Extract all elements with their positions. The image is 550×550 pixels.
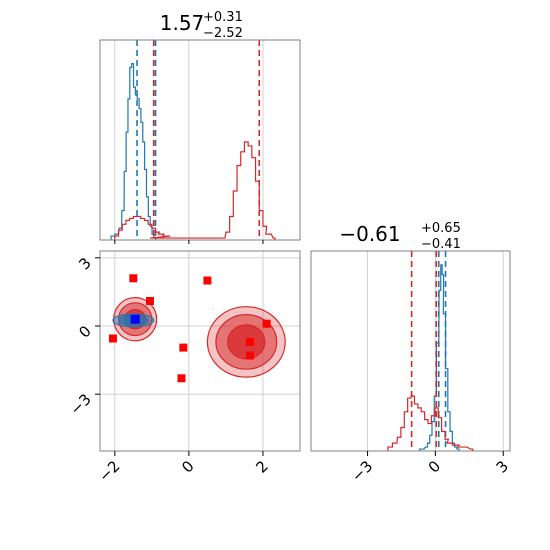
highlight-point	[130, 314, 140, 324]
scatter-point-7	[246, 351, 254, 360]
histogram-x-series-0	[110, 63, 157, 240]
histogram-x-series-1	[114, 141, 276, 240]
scatter-point-2	[146, 297, 154, 305]
scatter-point-5	[179, 343, 188, 352]
param1-title: 1.57	[160, 11, 205, 35]
tick-label-y-1: 0	[75, 322, 94, 341]
plot-layer: −2 0 2 −3 −3 0 0 3 3	[66, 39, 512, 485]
tick-label-x2-1: 0	[425, 457, 444, 476]
scatter-point-8	[177, 374, 186, 383]
scatter-point-0	[129, 274, 138, 283]
scatter-point-1	[203, 276, 212, 285]
tick-label-x2-2: 3	[493, 457, 512, 476]
scatter-point-3	[262, 319, 271, 328]
panel-frame-joint	[99, 250, 301, 452]
tick-label-y-0: −3	[66, 390, 94, 418]
tick-label-x-0: −2	[95, 457, 123, 485]
param2-title-value: −0.61	[339, 222, 400, 246]
tick-label-y-2: 3	[75, 254, 94, 273]
scatter-point-4	[108, 334, 117, 343]
tick-label-x2-0: −3	[348, 457, 376, 485]
histogram-y-series-1	[387, 395, 474, 451]
param2-title: −0.61	[339, 222, 400, 246]
param2-title-minus: −0.41	[421, 237, 461, 252]
scatter-point-6	[246, 337, 254, 346]
param1-title-value: 1.57	[160, 11, 205, 35]
density-panel	[108, 274, 286, 383]
param1-title-plus: +0.31	[203, 10, 243, 25]
panel-frame-marginal-y	[310, 250, 511, 452]
panel-frame-marginal-x	[99, 39, 301, 241]
tick-label-x-1: 0	[178, 457, 197, 476]
param2-title-plus: +0.65	[421, 221, 461, 236]
param1-title-minus: −2.52	[203, 26, 243, 41]
tick-label-x-2: 2	[252, 457, 271, 476]
